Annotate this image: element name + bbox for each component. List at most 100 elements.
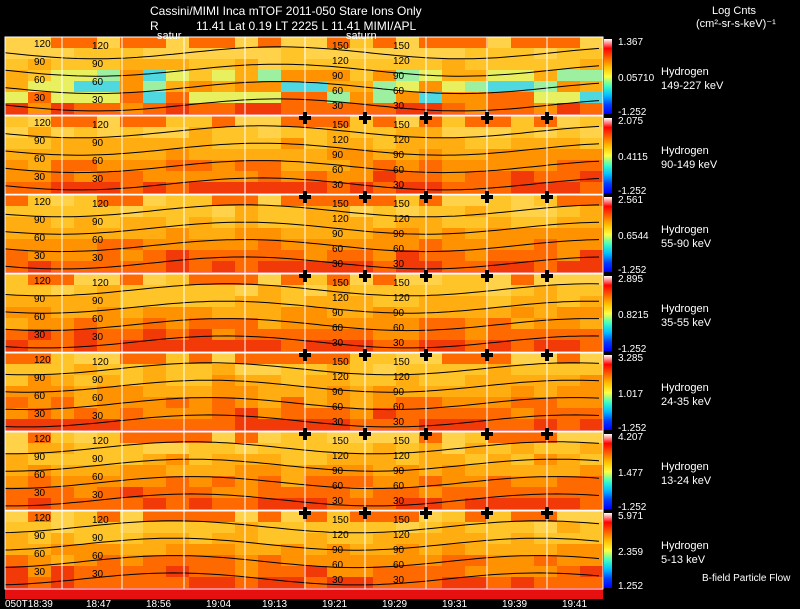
heat-cell <box>258 566 281 577</box>
heat-cell <box>143 171 166 182</box>
heat-cell <box>28 408 51 419</box>
heat-cell <box>143 340 166 351</box>
heat-cell <box>396 296 419 307</box>
heat-cell <box>28 566 51 577</box>
heat-cell <box>120 511 143 522</box>
heat-cell <box>557 318 580 329</box>
heat-cell <box>350 285 373 296</box>
heat-cell <box>189 228 212 239</box>
heat-cell <box>258 397 281 408</box>
heat-cell <box>166 217 189 228</box>
heat-cell <box>258 307 281 318</box>
heat-cell <box>327 443 350 454</box>
stare-marker <box>481 270 493 282</box>
heat-cell <box>327 353 350 364</box>
heat-cell <box>28 522 51 533</box>
heat-cell <box>143 37 166 48</box>
colorbar-min-label: -1.252 <box>618 186 647 197</box>
stare-marker <box>420 428 432 440</box>
heat-cell <box>419 522 442 533</box>
heat-cell <box>580 195 603 206</box>
colorbar <box>604 513 612 588</box>
heat-cell <box>97 465 120 476</box>
heat-cell <box>120 364 143 375</box>
heat-cell <box>235 465 258 476</box>
heat-cell <box>166 92 189 103</box>
heat-cell <box>488 116 511 127</box>
heat-cell <box>373 138 396 149</box>
heat-cell <box>74 171 97 182</box>
heat-cell <box>350 92 373 103</box>
heat-cell <box>327 408 350 419</box>
heat-cell <box>488 577 511 588</box>
heat-cell <box>166 103 189 114</box>
heat-cell <box>511 465 534 476</box>
heat-cell <box>580 70 603 81</box>
heat-cell <box>442 498 465 509</box>
units-label: (cm²-sr-s-keV)⁻¹ <box>696 18 776 30</box>
heat-cell <box>235 544 258 555</box>
heat-cell <box>97 160 120 171</box>
heat-cell <box>488 217 511 228</box>
heat-cell <box>327 487 350 498</box>
heat-cell <box>235 48 258 59</box>
heat-cell <box>442 206 465 217</box>
heat-cell <box>373 81 396 92</box>
heat-cell <box>5 171 28 182</box>
heat-cell <box>511 182 534 193</box>
heat-cell <box>120 408 143 419</box>
contour-label: 60 <box>393 86 405 97</box>
heat-cell <box>258 408 281 419</box>
heat-cell <box>235 171 258 182</box>
heat-cell <box>74 116 97 127</box>
heat-cell <box>212 206 235 217</box>
contour-label: 30 <box>92 332 104 343</box>
heat-cell <box>235 419 258 430</box>
contour-label: 120 <box>92 41 109 52</box>
time-tick-label: 19:04 <box>206 599 231 609</box>
heat-cell <box>189 364 212 375</box>
heat-cell <box>189 340 212 351</box>
heat-cell <box>258 443 281 454</box>
contour-label: 120 <box>393 214 410 225</box>
heat-cell <box>442 160 465 171</box>
heat-cell <box>442 171 465 182</box>
heat-cell <box>557 149 580 160</box>
heat-cell <box>120 375 143 386</box>
heat-cell <box>396 182 419 193</box>
heat-cell <box>373 195 396 206</box>
contour-label: 30 <box>34 409 46 420</box>
heat-cell <box>74 296 97 307</box>
heat-cell <box>373 217 396 228</box>
heat-cell <box>396 432 419 443</box>
heat-cell <box>5 577 28 588</box>
heat-cell <box>143 443 166 454</box>
heat-cell <box>28 37 51 48</box>
heat-cell <box>166 476 189 487</box>
heat-cell <box>488 138 511 149</box>
heat-cell <box>189 397 212 408</box>
heat-cell <box>327 588 350 599</box>
contour-label: 90 <box>34 136 46 147</box>
heat-cell <box>258 318 281 329</box>
heat-cell <box>304 59 327 70</box>
heat-cell <box>5 103 28 114</box>
heat-cell <box>120 522 143 533</box>
heat-cell <box>350 397 373 408</box>
contour-label: 120 <box>332 214 349 225</box>
heat-cell <box>534 285 557 296</box>
heat-cell <box>534 340 557 351</box>
heat-cell <box>396 340 419 351</box>
heat-cell <box>327 340 350 351</box>
heat-cell <box>511 228 534 239</box>
heat-cell <box>511 195 534 206</box>
heat-cell <box>258 498 281 509</box>
heat-cell <box>534 261 557 272</box>
heat-cell <box>166 577 189 588</box>
stare-marker <box>359 428 371 440</box>
heat-cell <box>419 138 442 149</box>
colorbar-max-label: 2.895 <box>618 274 643 285</box>
heat-cell <box>511 476 534 487</box>
contour-label: 60 <box>92 77 104 88</box>
heat-cell <box>304 250 327 261</box>
